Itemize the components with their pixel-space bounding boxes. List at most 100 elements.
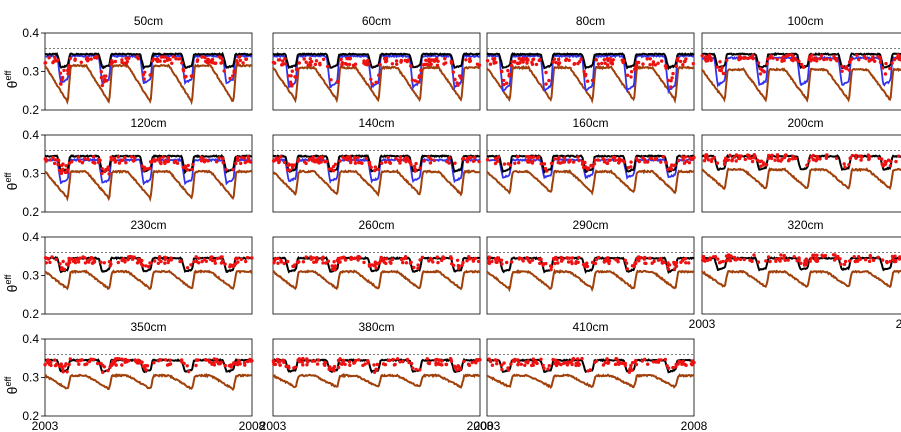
observed-point	[666, 264, 670, 268]
observed-point	[414, 367, 418, 372]
observed-point	[444, 61, 448, 65]
observed-point	[282, 261, 286, 266]
observed-point	[282, 160, 287, 165]
observed-point	[471, 159, 476, 163]
panel-title: 120cm	[130, 116, 166, 130]
observed-point	[235, 361, 239, 365]
observed-point	[344, 62, 349, 66]
y-tick-label: 0.4	[22, 230, 39, 244]
observed-point	[156, 261, 161, 265]
observed-point	[336, 80, 340, 84]
observed-point	[92, 258, 96, 262]
observed-point	[838, 257, 842, 261]
observed-point	[223, 363, 227, 368]
observed-point	[566, 361, 570, 365]
observed-point	[611, 155, 615, 160]
observed-point	[213, 261, 217, 265]
panel-title: 50cm	[134, 14, 163, 28]
observed-point	[373, 165, 378, 169]
observed-point	[290, 69, 294, 73]
observed-point	[412, 265, 416, 270]
black-model-line	[272, 52, 481, 70]
observed-point	[49, 360, 53, 365]
observed-point	[200, 259, 204, 264]
observed-point	[764, 163, 769, 167]
observed-point	[353, 161, 358, 165]
observed-point	[500, 363, 504, 367]
observed-point	[677, 359, 681, 364]
observed-point	[425, 357, 429, 361]
observed-point	[136, 257, 140, 261]
observed-point	[852, 255, 856, 259]
observed-point	[370, 263, 374, 267]
observed-point	[742, 55, 747, 60]
observed-point	[680, 155, 685, 159]
observed-point	[53, 158, 58, 162]
brown-model-line	[486, 373, 695, 390]
observed-point	[802, 262, 807, 266]
panel-frame	[272, 338, 481, 417]
observed-point	[87, 260, 91, 264]
observed-point	[867, 157, 871, 161]
observed-point	[675, 59, 680, 63]
observed-point	[158, 59, 162, 63]
y-tick-label: 0.3	[22, 269, 39, 283]
observed-point	[410, 78, 415, 82]
observed-point	[159, 358, 163, 362]
observed-point	[382, 56, 387, 61]
observed-point	[630, 264, 635, 268]
observed-point	[59, 362, 63, 366]
observed-point	[762, 161, 766, 165]
observed-point	[163, 261, 167, 265]
observed-point	[603, 61, 607, 65]
observed-point	[664, 160, 668, 164]
observed-point	[582, 69, 586, 74]
observed-point	[832, 56, 837, 60]
observed-point	[516, 358, 520, 362]
observed-point	[168, 362, 173, 366]
observed-points	[43, 357, 254, 374]
observed-point	[737, 154, 742, 158]
observed-point	[505, 260, 509, 265]
brown-model-line	[272, 372, 481, 389]
observed-point	[603, 361, 607, 365]
observed-point	[450, 262, 454, 266]
observed-point	[814, 159, 818, 163]
observed-point	[431, 260, 435, 264]
observed-point	[453, 77, 457, 82]
observed-point	[332, 260, 336, 264]
observed-point	[640, 359, 644, 363]
observed-point	[570, 359, 574, 363]
observed-point	[356, 156, 360, 160]
observed-point	[505, 81, 509, 85]
observed-point	[608, 158, 612, 162]
observed-point	[490, 259, 494, 264]
observed-point	[605, 56, 609, 61]
observed-point	[432, 158, 436, 163]
observed-point	[577, 158, 581, 163]
observed-point	[888, 164, 893, 168]
observed-point	[129, 155, 134, 159]
panel-260cm: 260cm	[272, 218, 481, 315]
observed-point	[64, 362, 68, 366]
observed-point	[682, 59, 687, 64]
observed-point	[220, 57, 224, 61]
observed-point	[794, 156, 798, 160]
observed-point	[566, 260, 571, 264]
observed-point	[579, 57, 583, 61]
observed-point	[412, 164, 417, 169]
panel-160cm: 160cm	[485, 116, 696, 213]
observed-point	[56, 162, 60, 167]
observed-point	[539, 357, 543, 361]
observed-point	[184, 166, 188, 171]
observed-point	[373, 168, 377, 173]
observed-point	[792, 255, 796, 259]
panel-title: 140cm	[358, 116, 394, 130]
observed-point	[783, 258, 787, 262]
observed-point	[811, 253, 815, 257]
observed-point	[336, 365, 341, 370]
observed-point	[535, 156, 539, 160]
observed-point	[53, 358, 57, 362]
observed-point	[284, 364, 288, 369]
observed-point	[755, 158, 760, 162]
